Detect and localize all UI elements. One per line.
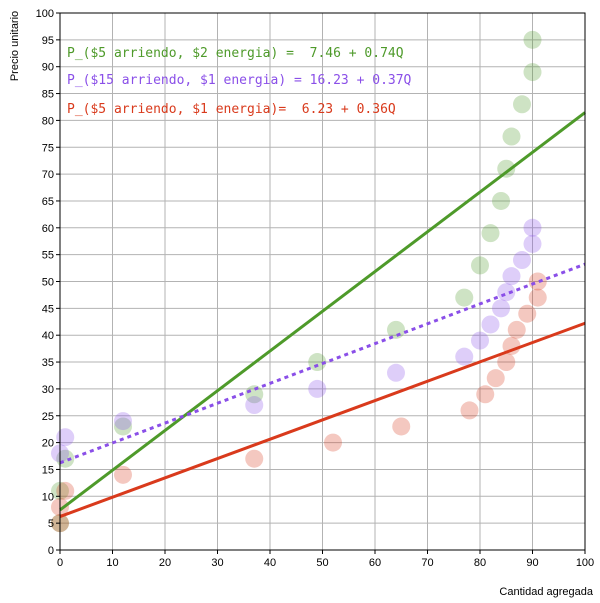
x-tick-label: 50 [316,557,328,569]
y-tick-label: 55 [42,250,54,262]
y-tick-label: 95 [42,35,54,47]
data-point [486,369,505,388]
y-tick-label: 10 [42,491,54,503]
x-tick-label: 20 [159,557,171,569]
y-tick-label: 80 [42,115,54,127]
x-tick-label: 100 [576,557,594,569]
data-point [471,256,489,275]
y-tick-label: 20 [42,438,54,450]
data-point [507,320,526,339]
data-point [308,353,327,372]
y-tick-label: 65 [42,196,54,208]
x-axis-title: Cantidad agregada [499,586,593,598]
data-point [502,267,521,286]
y-tick-label: 45 [42,303,54,315]
data-point [523,30,542,49]
data-point [114,465,132,484]
y-tick-label: 30 [42,384,54,396]
data-point [523,218,542,237]
y-tick-label: 90 [42,62,54,74]
y-tick-label: 25 [42,411,54,423]
data-point [513,95,531,114]
data-point [523,63,542,82]
axes: 0 10 20 30 40 50 60 70 80 90 100 0 5 10 15 20 25 30 35 40 45… [36,8,595,569]
y-tick-label: 35 [42,357,54,369]
y-tick-label: 5 [48,518,54,530]
data-point [56,428,75,447]
legend-equation: P_($15 arriendo, $1 energia) = 16.23 + 0… [67,73,412,88]
legend: P_($5 arriendo, $2 energia) = 7.46 + 0.7… [67,46,412,117]
y-tick-label: 60 [42,223,54,235]
y-tick-label: 75 [42,142,54,154]
fit-line [59,111,586,512]
fit-line [59,321,586,518]
fit-line [59,262,586,465]
legend-equation: P_($5 arriendo, $2 energia) = 7.46 + 0.7… [67,46,404,61]
data-point [245,396,264,415]
y-tick-label: 40 [42,330,54,342]
data-point [455,347,474,366]
data-point [387,363,405,382]
x-tick-label: 40 [264,557,276,569]
y-tick-label: 0 [48,545,54,557]
data-point [528,288,547,307]
data-point [513,251,531,270]
data-point [455,288,474,307]
y-tick-label: 15 [42,464,54,476]
data-point [471,331,489,350]
data-point [245,449,264,468]
x-tick-label: 60 [369,557,381,569]
y-tick-label: 100 [36,8,54,20]
data-point [114,412,132,431]
data-point [114,417,132,436]
data-point [497,159,516,178]
data-point [528,272,547,291]
y-tick-label: 50 [42,277,54,289]
x-tick-label: 10 [106,557,118,569]
data-point [476,385,495,404]
data-point [492,299,510,318]
data-point [324,433,342,452]
data-point [492,191,510,210]
data-point [518,304,537,323]
x-tick-label: 90 [526,557,538,569]
data-point [497,283,516,302]
data-point [308,379,327,398]
data-point [56,481,75,500]
x-tick-label: 30 [211,557,223,569]
y-tick-label: 70 [42,169,54,181]
y-axis-title: Precio unitario [9,11,21,81]
data-point [497,353,516,372]
x-tick-label: 70 [421,557,433,569]
data-point [523,234,542,253]
data-point [502,127,521,146]
fit-lines [59,111,586,518]
x-tick-label: 80 [474,557,486,569]
data-point [481,224,500,243]
y-tick-label: 85 [42,89,54,101]
data-point [392,417,411,436]
data-point [481,315,500,334]
legend-equation: P_($5 arriendo, $1 energia)= 6.23 + 0.36… [67,102,396,117]
data-point [460,401,479,420]
plot-frame [59,12,586,551]
x-tick-label: 0 [57,557,63,569]
data-point [387,320,405,339]
